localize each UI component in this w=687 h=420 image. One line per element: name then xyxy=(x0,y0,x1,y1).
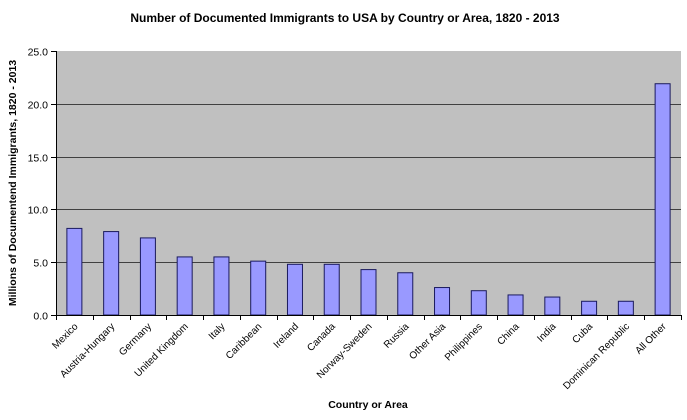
bar-other-asia xyxy=(434,287,451,316)
y-tick-label: 10.0 xyxy=(28,205,49,217)
y-tick-label: 0.0 xyxy=(33,311,48,323)
bar-italy xyxy=(213,256,230,316)
bar-all-other xyxy=(654,83,671,316)
bar-philippines xyxy=(470,290,487,316)
bar-caribbean xyxy=(250,260,267,316)
bar-mexico xyxy=(66,227,83,316)
y-tick-label: 25.0 xyxy=(28,47,49,59)
bar-india xyxy=(544,296,561,316)
bar-norway-sweden xyxy=(360,269,377,316)
bar-austria-hungary xyxy=(103,231,120,316)
bar-germany xyxy=(139,237,156,316)
chart-title: Number of Documented Immigrants to USA b… xyxy=(130,11,560,25)
y-axis: 0.0 5.0 10.0 15.0 20.0 25.0 xyxy=(28,47,57,323)
x-category-label: Italy xyxy=(207,321,228,342)
bar-dominican-republic xyxy=(617,300,634,316)
x-axis-title: Country or Area xyxy=(328,399,408,411)
gridlines xyxy=(56,104,681,263)
y-axis-title: Millions of Documentend Immigrants, 1820… xyxy=(7,60,19,306)
x-category-label: China xyxy=(495,321,522,348)
bar-ireland xyxy=(286,263,303,316)
x-category-label: All Other xyxy=(633,321,669,357)
x-category-label: Russia xyxy=(382,321,412,351)
y-tick-label: 15.0 xyxy=(28,153,49,165)
x-category-label: Mexico xyxy=(50,321,80,351)
bar-russia xyxy=(397,272,414,316)
y-tick-label: 5.0 xyxy=(33,258,48,270)
x-category-label: Cuba xyxy=(571,321,596,346)
x-category-label: Philippines xyxy=(443,321,485,363)
bar-united-kingdom xyxy=(176,256,193,316)
x-category-label: India xyxy=(535,321,558,344)
x-category-label: Dominican Republic xyxy=(561,321,632,392)
x-category-label: Caribbean xyxy=(224,321,264,361)
x-category-label: Ireland xyxy=(272,321,301,350)
bars xyxy=(66,83,671,316)
y-tick-label: 20.0 xyxy=(28,100,49,112)
x-category-label: Germany xyxy=(117,321,154,358)
bar-china xyxy=(507,294,524,316)
x-category-label: Canada xyxy=(305,321,338,354)
bar-canada xyxy=(323,263,340,316)
bar-cuba xyxy=(581,300,598,316)
